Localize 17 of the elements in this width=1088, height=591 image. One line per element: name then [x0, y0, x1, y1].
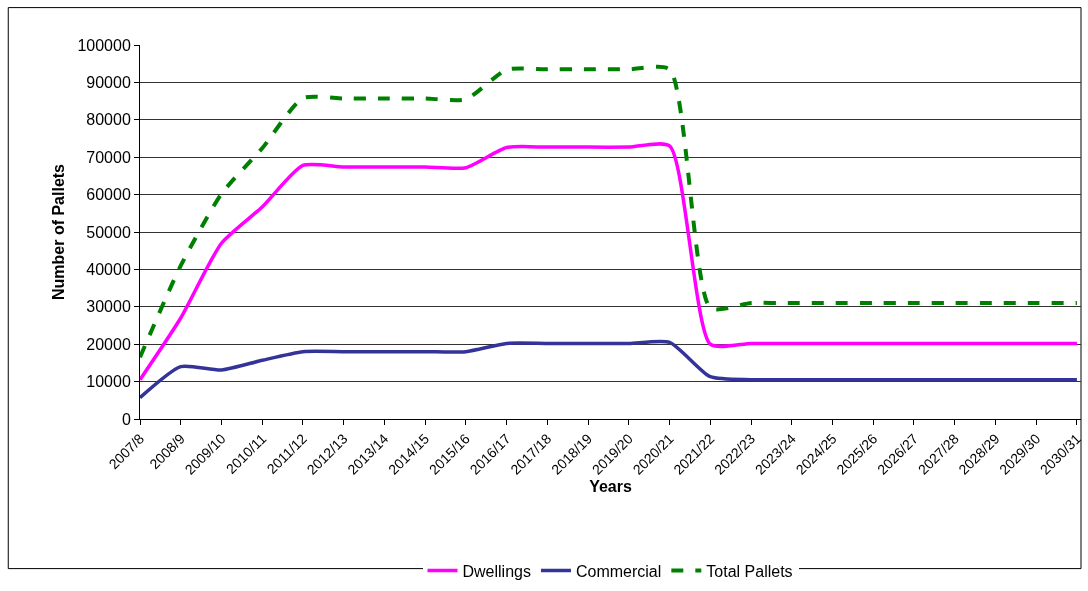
- y-axis-title: Number of Pallets: [50, 163, 68, 301]
- legend-label: Commercial: [575, 562, 662, 580]
- y-tick-label: 40000: [86, 261, 131, 278]
- y-tick-label: 0: [121, 410, 131, 428]
- y-tick-label: 90000: [86, 74, 131, 91]
- y-tick-label: 70000: [86, 148, 131, 166]
- legend-label: Total Pallets: [706, 562, 793, 580]
- legend-label: Dwellings: [462, 562, 531, 580]
- y-tick-label: 100000: [77, 36, 131, 54]
- line-series: [140, 339, 1079, 400]
- x-axis-title: Years: [589, 478, 632, 496]
- y-tick-label: 10000: [86, 373, 131, 391]
- y-tick-label: 80000: [86, 111, 131, 129]
- y-tick-label: 50000: [86, 223, 131, 241]
- y-tick-label: 60000: [86, 186, 131, 204]
- y-tick-label: 20000: [86, 335, 131, 353]
- y-tick-label: 30000: [86, 298, 131, 316]
